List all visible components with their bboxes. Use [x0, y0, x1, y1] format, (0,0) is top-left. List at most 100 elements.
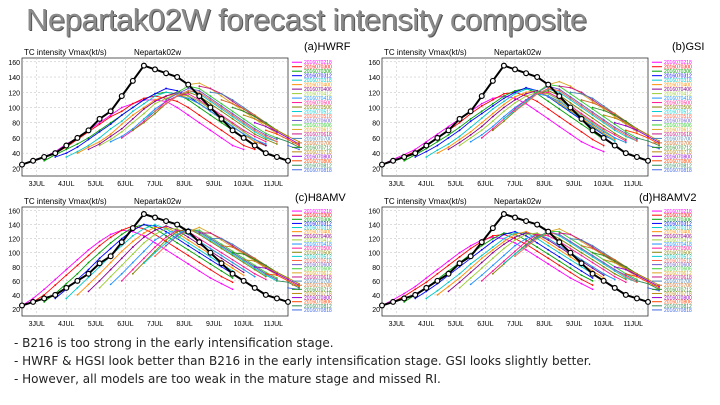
forecast-point: [231, 98, 234, 101]
legend-entry: 2016070706: [664, 141, 692, 147]
forecast-point: [176, 229, 179, 232]
forecast-point: [198, 232, 201, 234]
forecast-point: [43, 301, 46, 303]
forecast-point: [602, 263, 605, 265]
forecast-point: [436, 294, 439, 296]
legend-entry: 2016070712: [664, 145, 692, 151]
forecast-point: [580, 140, 583, 143]
forecast-point: [220, 247, 223, 250]
legend-entry: 2016070412: [664, 92, 692, 98]
forecast-point: [187, 92, 190, 95]
x-tick-label: 8JUL: [536, 181, 552, 188]
forecast-point: [569, 86, 572, 89]
forecast-point: [503, 103, 505, 106]
forecast-point: [602, 265, 605, 268]
forecast-point: [298, 286, 300, 289]
forecast-point: [636, 127, 638, 130]
forecast-point: [242, 148, 245, 151]
forecast-point: [65, 282, 68, 285]
storm-name: Nepartak02w: [494, 48, 541, 57]
forecast-point: [569, 244, 572, 247]
forecast-point: [569, 237, 572, 240]
x-tick-label: 3JUL: [389, 321, 405, 328]
y-tick-label: 40: [372, 151, 380, 158]
forecast-point: [264, 267, 267, 270]
forecast-series-line: [559, 85, 638, 131]
forecast-point: [287, 279, 289, 282]
forecast-point: [613, 121, 616, 124]
forecast-point: [602, 132, 605, 135]
forecast-point: [231, 244, 234, 247]
best-track-point: [379, 161, 386, 168]
forecast-point: [613, 114, 616, 116]
forecast-point: [624, 130, 627, 133]
forecast-point: [647, 281, 649, 284]
forecast-point: [624, 123, 627, 126]
forecast-point: [469, 140, 472, 143]
legend-entry: 2016070800: [304, 154, 332, 160]
forecast-point: [120, 279, 123, 282]
forecast-point: [525, 234, 527, 237]
x-tick-label: 8JUL: [176, 181, 192, 188]
forecast-point: [525, 246, 527, 248]
forecast-point: [220, 106, 223, 109]
forecast-series-line: [43, 224, 233, 303]
y-tick-label: 120: [8, 90, 20, 97]
legend-entry: 2016070506: [304, 250, 332, 256]
forecast-point: [591, 106, 594, 109]
forecast-point: [120, 272, 123, 275]
forecast-point: [636, 137, 638, 139]
forecast-point: [242, 265, 245, 268]
forecast-point: [602, 251, 605, 254]
forecast-point: [65, 274, 68, 277]
chart-panel-hwrf: 20 40 60 80 100 120 140 160 3JUL 4JUL 5JUL 6JUL 7JUL…: [0, 41, 360, 190]
forecast-point: [602, 258, 605, 261]
x-tick-label: 4JUL: [58, 181, 74, 188]
forecast-point: [187, 248, 190, 251]
best-track-point: [611, 142, 618, 149]
forecast-point: [209, 95, 212, 97]
forecast-point: [480, 279, 483, 282]
forecast-point: [491, 108, 494, 110]
forecast-point: [602, 121, 605, 124]
forecast-point: [602, 120, 605, 123]
forecast-point: [43, 294, 46, 296]
legend-entry: 2016070418: [304, 96, 332, 102]
forecast-point: [580, 274, 583, 277]
best-track-point: [118, 239, 125, 246]
best-track-point: [285, 298, 292, 305]
forecast-point: [447, 146, 450, 148]
y-tick-label: 160: [368, 60, 380, 67]
forecast-point: [65, 156, 68, 158]
forecast-point: [580, 254, 583, 257]
forecast-point: [613, 268, 616, 271]
forecast-point: [198, 230, 201, 233]
legend-entry: 2016070706: [664, 283, 692, 289]
forecast-point: [76, 143, 79, 145]
forecast-point: [658, 140, 660, 142]
forecast-point: [242, 268, 245, 271]
forecast-point: [231, 281, 234, 284]
forecast-point: [536, 236, 539, 239]
forecast-point: [231, 254, 234, 257]
forecast-point: [231, 258, 234, 261]
forecast-point: [209, 258, 212, 261]
forecast-point: [76, 152, 79, 155]
forecast-point: [514, 91, 516, 94]
forecast-point: [624, 124, 627, 127]
forecast-point: [176, 234, 179, 237]
x-tick-label: 5JUL: [88, 321, 104, 328]
forecast-point: [414, 156, 417, 158]
forecast-point: [231, 118, 234, 120]
forecast-series-line: [603, 259, 660, 286]
forecast-point: [143, 257, 145, 260]
legend-entry: 2016070718: [664, 150, 692, 156]
forecast-point: [54, 278, 57, 281]
forecast-point: [647, 279, 649, 282]
forecast-point: [491, 125, 494, 128]
forecast-point: [154, 246, 156, 248]
forecast-point: [591, 254, 594, 257]
forecast-point: [32, 297, 34, 300]
forecast-point: [154, 108, 156, 110]
forecast-point: [580, 278, 583, 281]
